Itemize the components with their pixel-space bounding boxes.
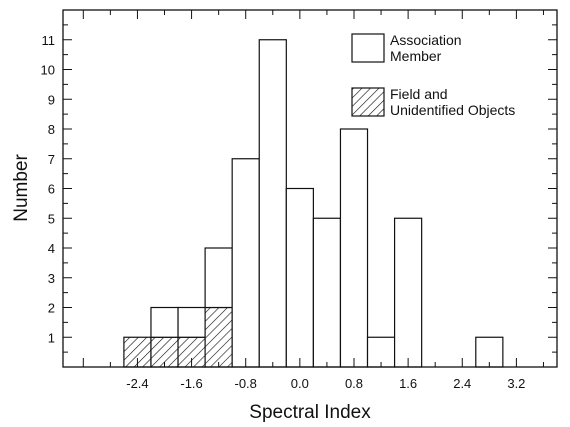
y-tick-label: 8 [48,122,55,137]
x-tick-label: -0.8 [235,376,257,391]
y-tick-label: 7 [48,152,55,167]
bar-field-objects-3 [204,306,233,368]
bar-association-member-2 [177,306,206,338]
bar-association-member-10 [393,217,423,368]
y-tick-label: 1 [48,330,55,345]
y-tick-label: 4 [48,241,55,256]
legend-label: Unidentified Objects [390,102,515,118]
bar-association-member-1 [150,306,179,338]
x-axis-title: Spectral Index [249,402,371,423]
x-tick-label: 3.2 [507,376,525,391]
x-tick-label: 2.4 [453,376,471,391]
legend-label: Member [390,48,442,64]
bar-association-member-4 [231,158,260,368]
legend-label: Field and [390,86,448,102]
x-tick-label: 0.0 [291,376,309,391]
x-tick-label: -2.4 [126,376,148,391]
x-tick-label: -1.6 [180,376,202,391]
bar-association-member-7 [312,217,342,368]
legend-label: Association [390,32,462,48]
y-tick-label: 2 [48,301,55,316]
bar-association-member-6 [285,187,314,368]
bar-association-member-5 [258,39,287,368]
y-tick-label: 5 [48,211,55,226]
y-tick-label: 6 [48,182,55,197]
x-tick-label: 1.6 [399,376,417,391]
y-tick-label: 11 [42,33,56,48]
legend-swatch-hatched [351,87,385,117]
y-tick-label: 3 [48,271,55,286]
y-tick-label: 10 [41,63,55,78]
bar-association-member-3 [204,247,233,309]
x-tick-label: 0.8 [345,376,363,391]
y-tick-label: 9 [48,92,55,107]
legend-swatch-open [351,33,385,63]
y-axis-title: Number [11,154,32,222]
ticks-layer: 1 2 3 4 5 6 7 8 9 10 11 -2.4 -1.6 -0.8 0.0 0.8 1.6 2.4 3.2 [41,10,557,391]
bar-association-member-8 [339,128,369,368]
